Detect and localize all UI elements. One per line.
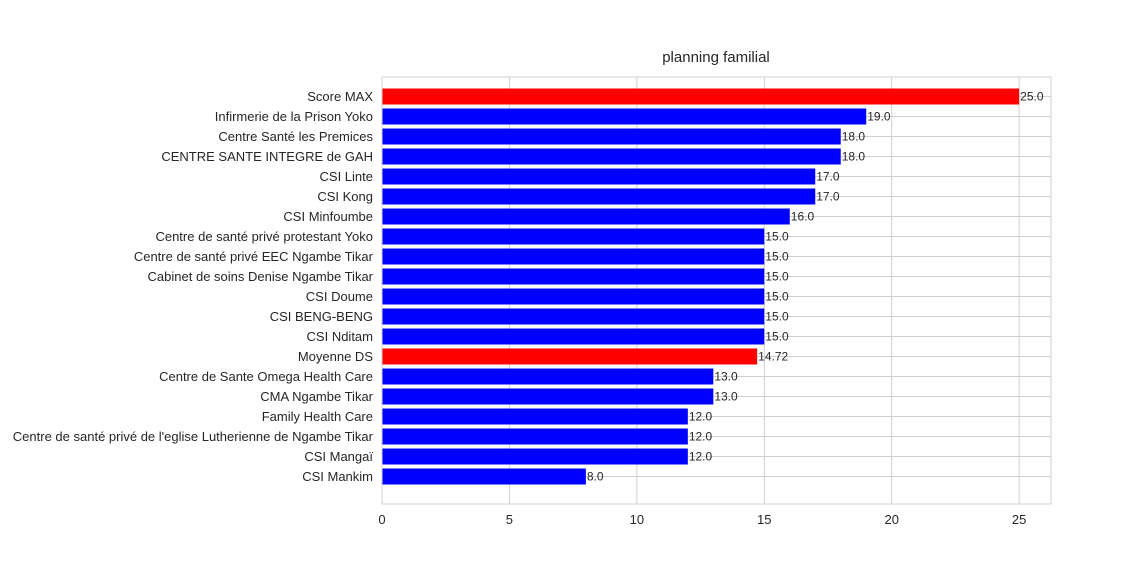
data-label: 12.0 bbox=[689, 450, 713, 464]
data-label: 13.0 bbox=[714, 370, 738, 384]
category-label: Centre de Sante Omega Health Care bbox=[159, 369, 373, 384]
x-axis-ticks: 0 5 10 15 20 25 bbox=[378, 512, 1026, 527]
bar bbox=[382, 208, 790, 225]
value-labels: 25.019.018.018.017.017.016.015.015.015.0… bbox=[587, 90, 1044, 484]
category-labels: Score MAX Infirmerie de la Prison Yoko Cen… bbox=[13, 89, 374, 484]
data-label: 19.0 bbox=[867, 110, 891, 124]
bar bbox=[382, 348, 758, 365]
data-label: 8.0 bbox=[587, 470, 604, 484]
bar bbox=[382, 148, 841, 165]
x-tick-label: 0 bbox=[378, 512, 385, 527]
data-label: 14.72 bbox=[758, 350, 788, 364]
data-label: 15.0 bbox=[765, 330, 789, 344]
chart-title: planning familial bbox=[662, 49, 770, 66]
bar bbox=[382, 368, 714, 385]
bar bbox=[382, 268, 765, 285]
x-tick-label: 25 bbox=[1012, 512, 1026, 527]
data-label: 15.0 bbox=[765, 310, 789, 324]
bar bbox=[382, 108, 867, 125]
category-label: Centre de santé privé EEC Ngambe Tikar bbox=[134, 249, 374, 264]
data-label: 17.0 bbox=[816, 170, 840, 184]
category-label: CMA Ngambe Tikar bbox=[260, 389, 373, 404]
bars bbox=[382, 88, 1020, 485]
data-label: 15.0 bbox=[765, 290, 789, 304]
category-label: CSI BENG-BENG bbox=[270, 309, 373, 324]
bar bbox=[382, 128, 841, 145]
bar bbox=[382, 468, 586, 485]
data-label: 12.0 bbox=[689, 410, 713, 424]
bar bbox=[382, 228, 765, 245]
data-label: 17.0 bbox=[816, 190, 840, 204]
data-label: 16.0 bbox=[791, 210, 815, 224]
bar bbox=[382, 188, 816, 205]
x-tick-label: 20 bbox=[884, 512, 898, 527]
bar bbox=[382, 328, 765, 345]
plot-frame bbox=[381, 76, 1052, 505]
data-label: 18.0 bbox=[842, 150, 866, 164]
bar bbox=[382, 88, 1020, 105]
bar bbox=[382, 248, 765, 265]
category-label: Score MAX bbox=[307, 89, 373, 104]
category-label: Family Health Care bbox=[262, 409, 373, 424]
category-label: CSI Mankim bbox=[302, 469, 373, 484]
x-tick-label: 5 bbox=[506, 512, 513, 527]
bar bbox=[382, 168, 816, 185]
category-label: Infirmerie de la Prison Yoko bbox=[215, 109, 373, 124]
category-label: CSI Nditam bbox=[307, 329, 373, 344]
category-label: CSI Mangaï bbox=[304, 449, 373, 464]
category-label: Centre Santé les Premices bbox=[218, 129, 373, 144]
category-label: CSI Kong bbox=[317, 189, 373, 204]
data-label: 25.0 bbox=[1020, 90, 1044, 104]
category-label: Centre de santé privé de l'eglise Luther… bbox=[13, 429, 374, 444]
category-label: CSI Doume bbox=[306, 289, 373, 304]
category-label: Cabinet de soins Denise Ngambe Tikar bbox=[148, 269, 374, 284]
category-label: CENTRE SANTE INTEGRE de GAH bbox=[161, 149, 373, 164]
category-label: Moyenne DS bbox=[298, 349, 373, 364]
category-label: CSI Linte bbox=[320, 169, 373, 184]
bar bbox=[382, 448, 688, 465]
data-label: 15.0 bbox=[765, 270, 789, 284]
category-label: Centre de santé privé protestant Yoko bbox=[155, 229, 373, 244]
data-label: 15.0 bbox=[765, 250, 789, 264]
category-label: CSI Minfoumbe bbox=[283, 209, 373, 224]
bar bbox=[382, 428, 688, 445]
data-label: 12.0 bbox=[689, 430, 713, 444]
bar bbox=[382, 288, 765, 305]
bar bbox=[382, 388, 714, 405]
data-label: 13.0 bbox=[714, 390, 738, 404]
data-label: 15.0 bbox=[765, 230, 789, 244]
x-tick-label: 10 bbox=[630, 512, 644, 527]
x-tick-label: 15 bbox=[757, 512, 771, 527]
data-label: 18.0 bbox=[842, 130, 866, 144]
bar bbox=[382, 308, 765, 325]
bar bbox=[382, 408, 688, 425]
